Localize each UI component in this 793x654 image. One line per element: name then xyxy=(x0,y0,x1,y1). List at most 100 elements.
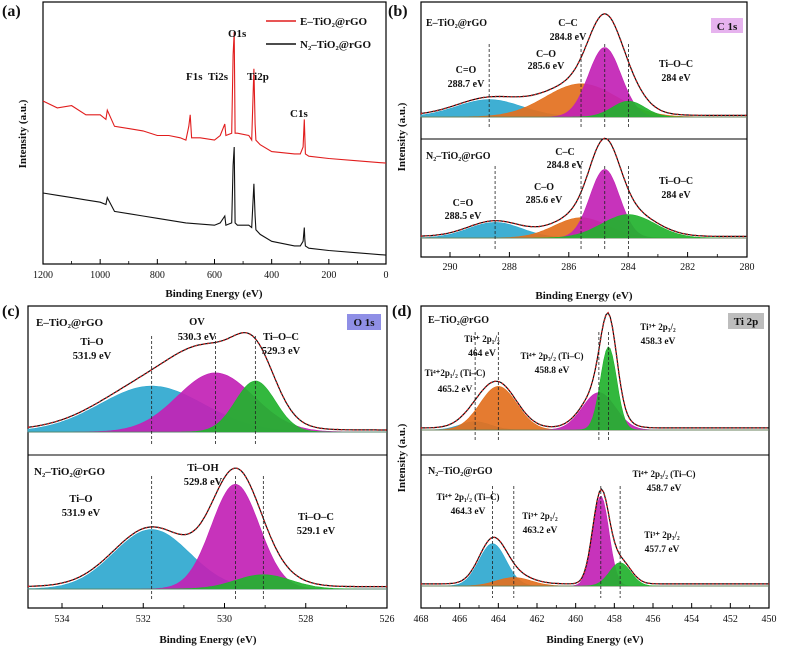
x-tick-label: 460 xyxy=(568,614,583,625)
x-tick-label: 600 xyxy=(207,270,222,281)
raw-data xyxy=(420,13,747,117)
panel-d-x-ticks: 468 466 464 462 460 458 456 454 452 450 xyxy=(414,603,777,625)
panel-d-xlabel: Binding Energy (eV) xyxy=(546,634,644,646)
x-tick-label: 0 xyxy=(384,270,389,281)
d-top-ti3-12-value: 464 eV xyxy=(468,349,496,359)
c-bot-tioh-name: Ti–OH xyxy=(187,463,218,474)
x-tick-label: 288 xyxy=(502,262,517,273)
panel-d: (d) Ti 2p E–TiO₂@rGO N₂–TiO₂@rGO 468 466 4… xyxy=(392,303,777,646)
c-top-tioc-name: Ti–O–C xyxy=(263,332,299,343)
raw-data xyxy=(421,487,769,585)
c-top-ov-name: OV xyxy=(189,317,205,328)
panel-a: (a) 1200 1000 800 600 400 200 0 Binding Energy… xyxy=(2,1,389,300)
x-tick-label: 468 xyxy=(414,614,429,625)
b-top-tioc-name: Ti–O–C xyxy=(659,59,693,70)
x-tick-label: 1000 xyxy=(90,270,110,281)
fit-envelope xyxy=(28,467,387,588)
x-tick-label: 530 xyxy=(217,614,232,625)
b-top-tioc-value: 284 eV xyxy=(661,73,691,84)
x-tick-label: 534 xyxy=(55,614,70,625)
panel-b-top-title: E–TiO₂@rGO xyxy=(426,18,487,29)
d-bot-ti4-32-name: Ti⁴⁺ 2p₃/₂ (Ti–C) xyxy=(632,469,695,479)
panel-c: (c) O 1s E–TiO₂@rGO N₂–TiO₂@rGO 534 532 53… xyxy=(2,303,395,646)
panel-b-badge xyxy=(711,18,743,33)
b-top-co-value: 288.7 eV xyxy=(448,79,485,90)
panel-d-bottom-spectrum xyxy=(421,486,769,598)
panel-c-top-spectrum xyxy=(27,332,387,444)
d-bot-ti4-12-name: Ti⁴⁺ 2p₁/₂ (Ti–C) xyxy=(436,492,499,502)
d-top-ti4-12-value: 465.2 eV xyxy=(438,385,473,395)
x-tick-label: 450 xyxy=(762,614,777,625)
x-tick-label: 454 xyxy=(684,614,699,625)
c-top-tioc-value: 529.3 eV xyxy=(262,346,301,357)
c-bot-tioh-value: 529.8 eV xyxy=(184,477,223,488)
panel-b-ylabel: Intensity (a.u.) xyxy=(396,102,408,171)
x-tick-label: 200 xyxy=(321,270,336,281)
survey-line xyxy=(42,31,387,164)
b-bot-c-o-value: 285.6 eV xyxy=(526,195,563,206)
x-tick-label: 282 xyxy=(680,262,695,273)
legend-label-e-tio2: E–TiO₂@rGO xyxy=(300,16,368,28)
b-top-co-name: C=O xyxy=(456,65,477,76)
x-tick-label: 458 xyxy=(607,614,622,625)
c-top-tio-value: 531.9 eV xyxy=(73,351,112,362)
c-top-ov-value: 530.3 eV xyxy=(178,332,217,343)
panel-d-label: (d) xyxy=(392,303,412,320)
d-bot-ti3-32-name: Ti³⁺ 2p₃/₂ xyxy=(644,530,680,540)
panel-b-badge-text: C 1s xyxy=(717,21,738,33)
panel-c-bottom-title: N₂–TiO₂@rGO xyxy=(34,466,105,478)
x-tick-label: 280 xyxy=(740,262,755,273)
x-tick-label: 466 xyxy=(452,614,467,625)
panel-c-xlabel: Binding Energy (eV) xyxy=(159,634,257,646)
panel-b-bottom-title: N₂–TiO₂@rGO xyxy=(426,151,491,162)
b-bot-cc-name: C–C xyxy=(555,147,574,158)
panel-b-top-spectrum xyxy=(420,13,747,129)
panel-c-badge xyxy=(347,314,381,330)
panel-c-top-title: E–TiO₂@rGO xyxy=(36,317,104,329)
panel-a-ylabel: Intensity (a.u.) xyxy=(17,99,29,168)
panel-a-legend: E–TiO₂@rGO N₂–TiO₂@rGO xyxy=(266,16,371,51)
b-bot-co-name: C=O xyxy=(453,198,474,209)
d-bot-ti4-32-value: 458.7 eV xyxy=(647,484,682,494)
raw-data xyxy=(27,332,387,431)
fit-envelope xyxy=(420,137,747,237)
d-top-ti4-32-name: Ti⁴⁺ 2p₃/₂ (Ti–C) xyxy=(520,351,583,361)
panel-b: (b) C 1s E–TiO₂@rGO N₂–TiO₂@rGO 290 288 28… xyxy=(388,1,755,302)
x-tick-label: 400 xyxy=(264,270,279,281)
x-tick-label: 526 xyxy=(380,614,395,625)
panel-c-label: (c) xyxy=(2,303,20,320)
peak-label-ti2s: Ti2s xyxy=(208,71,229,83)
panel-b-x-ticks: 290 288 286 284 282 280 xyxy=(443,252,755,273)
d-bot-ti3-12-name: Ti³⁺ 2p₁/₂ xyxy=(522,511,558,521)
panel-d-bottom-title: N₂–TiO₂@rGO xyxy=(428,466,493,477)
c-bot-tio-value: 531.9 eV xyxy=(62,508,101,519)
x-tick-label: 290 xyxy=(443,262,458,273)
panel-c-frame xyxy=(27,305,388,609)
x-tick-label: 528 xyxy=(298,614,313,625)
x-tick-label: 456 xyxy=(646,614,661,625)
panel-d-top-spectrum xyxy=(421,311,769,442)
b-bot-tioc-name: Ti–O–C xyxy=(659,176,693,187)
c-bot-tioc-name: Ti–O–C xyxy=(298,512,334,523)
peak-label-ti2p: Ti2p xyxy=(247,71,269,83)
panel-d-ylabel: Intensity (a.u.) xyxy=(396,423,408,492)
panel-a-series xyxy=(42,31,387,256)
panel-a-label: (a) xyxy=(2,3,21,20)
panel-d-top-title: E–TiO₂@rGO xyxy=(428,315,489,326)
d-top-ti4-12-name: Ti⁴⁺2p₁/₂ (Ti–C) xyxy=(425,368,486,378)
fit-component xyxy=(421,100,747,118)
x-tick-label: 452 xyxy=(723,614,738,625)
panel-c-x-ticks: 534 532 530 528 526 xyxy=(55,603,395,625)
panel-b-label: (b) xyxy=(388,3,408,20)
fit-component xyxy=(421,214,747,239)
fit-component xyxy=(421,562,769,587)
d-top-ti3-12-name: Ti³⁺ 2p₁/₂ xyxy=(464,334,500,344)
panel-d-badge-text: Ti 2p xyxy=(734,316,759,328)
b-top-cc-name: C–C xyxy=(558,18,577,29)
b-top-c-o-name: C–O xyxy=(536,49,556,60)
raw-data xyxy=(421,311,769,429)
b-bot-tioc-value: 284 eV xyxy=(661,190,691,201)
b-bot-cc-value: 284.8 eV xyxy=(547,160,584,171)
x-tick-label: 800 xyxy=(150,270,165,281)
legend-label-n2-tio2: N₂–TiO₂@rGO xyxy=(300,39,371,51)
